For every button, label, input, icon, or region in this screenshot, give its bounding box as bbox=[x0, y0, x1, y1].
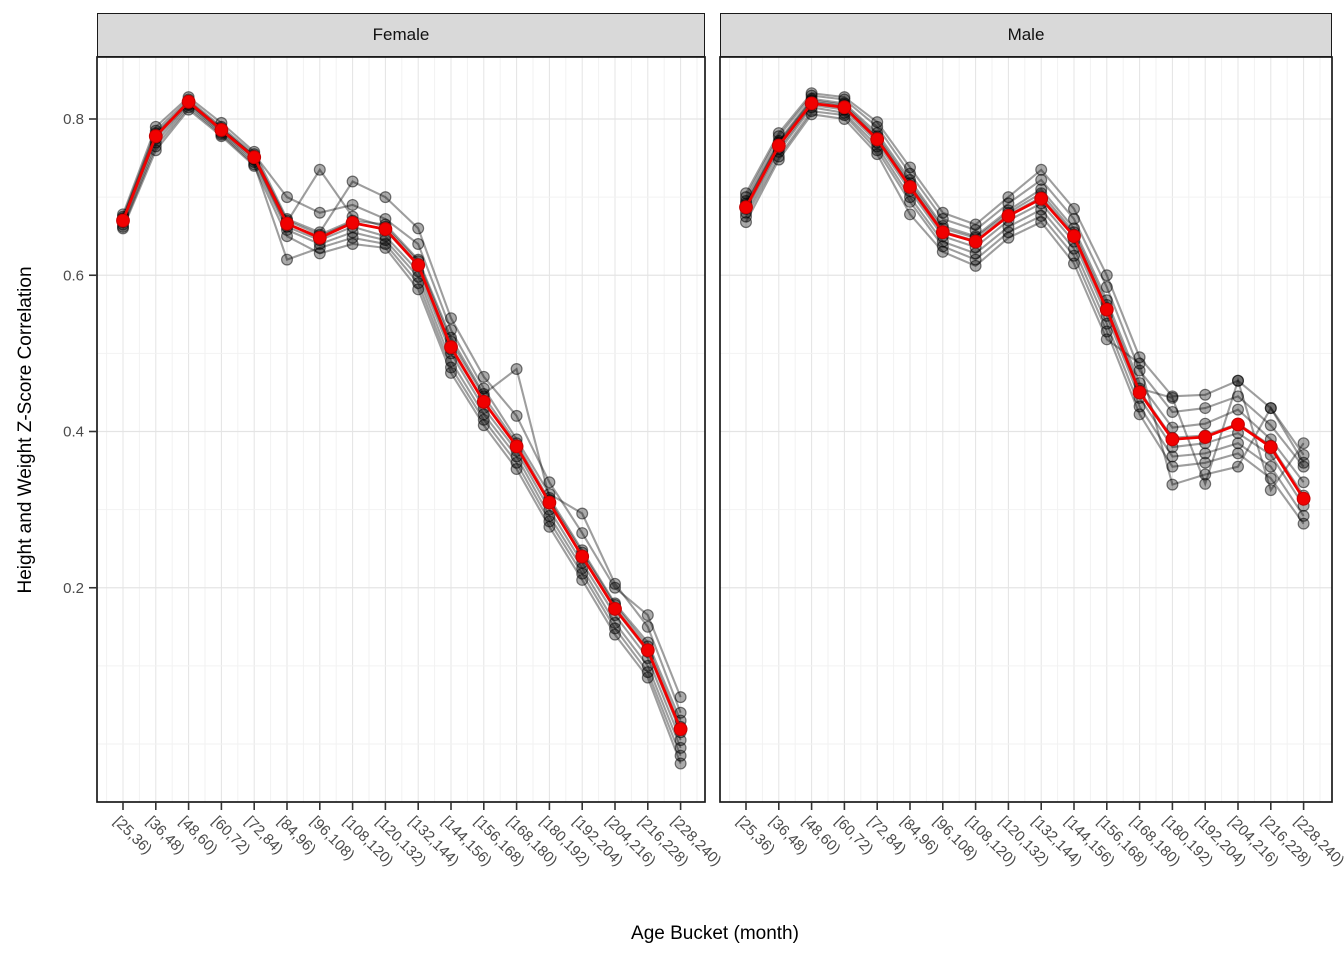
x-axis-title: Age Bucket (month) bbox=[631, 923, 799, 944]
x-axis-ticks: [25,36)[36,48)[48,60)[60,72)[72,84)[84,9… bbox=[733, 802, 1344, 870]
individual-series-points bbox=[739, 101, 1310, 522]
mean-series-points bbox=[739, 96, 1311, 506]
panel-border bbox=[96, 56, 706, 803]
panel-border bbox=[719, 56, 1333, 803]
x-axis-ticks: [25,36)[36,48)[48,60)[60,72)[72,84)[84,9… bbox=[110, 802, 725, 870]
mean-series-points bbox=[116, 94, 688, 737]
individual-series-line bbox=[122, 98, 682, 714]
facet-strip-male: Male bbox=[720, 13, 1332, 57]
mean-series-line bbox=[121, 99, 682, 730]
individual-series-points bbox=[739, 108, 1310, 491]
facet-strip-female: Female bbox=[97, 13, 705, 57]
facet-panel-female: [25,36)[36,48)[48,60)[60,72)[72,84)[84,9… bbox=[96, 56, 725, 870]
panel-gridlines bbox=[720, 57, 1332, 802]
individual-series-line bbox=[122, 95, 682, 698]
individual-series-points bbox=[739, 105, 1310, 530]
y-tick-label: 0.6 bbox=[63, 267, 84, 284]
panel-background bbox=[97, 57, 705, 802]
y-axis-ticks: 0.2 0.4 0.6 0.8 bbox=[63, 111, 97, 597]
y-axis-title: Height and Weight Z-Score Correlation bbox=[15, 266, 36, 594]
y-tick-label: 0.4 bbox=[63, 424, 84, 441]
panel-background bbox=[720, 57, 1332, 802]
y-tick-label: 0.8 bbox=[63, 111, 84, 128]
y-tick-label: 0.2 bbox=[63, 580, 84, 597]
facet-panel-male: [25,36)[36,48)[48,60)[60,72)[72,84)[84,9… bbox=[719, 56, 1344, 870]
